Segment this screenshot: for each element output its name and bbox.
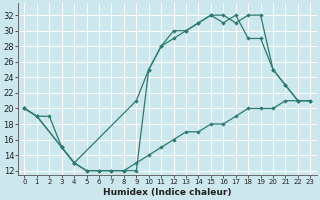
X-axis label: Humidex (Indice chaleur): Humidex (Indice chaleur)	[103, 188, 232, 197]
